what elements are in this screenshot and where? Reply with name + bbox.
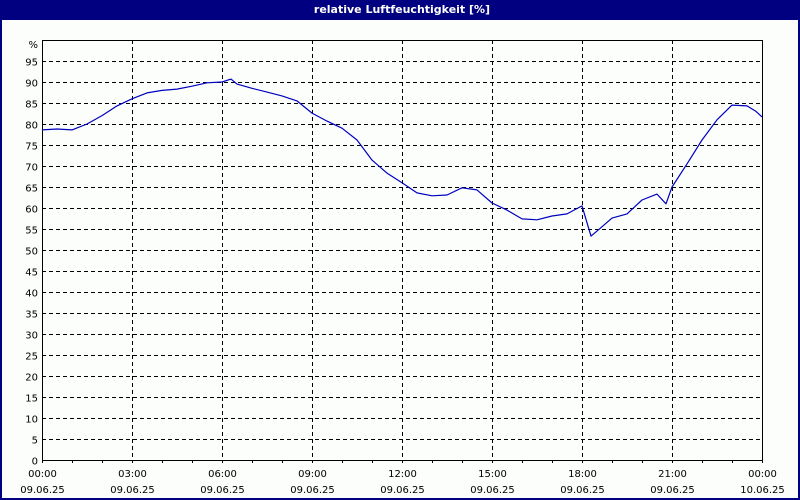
y-tick-label: 10 — [25, 415, 38, 426]
y-tick-label: 80 — [25, 121, 38, 132]
x-tick-date: 09.06.25 — [650, 485, 695, 496]
x-tick-date: 09.06.25 — [470, 485, 515, 496]
y-tick-label: 90 — [25, 79, 38, 90]
y-tick-label: 30 — [25, 331, 38, 342]
x-tick-time: 00:00 — [748, 469, 777, 480]
x-tick-date: 09.06.25 — [380, 485, 425, 496]
y-tick-label: 40 — [25, 289, 38, 300]
y-tick-label: 50 — [25, 247, 38, 258]
y-tick-label: 95 — [25, 58, 38, 69]
x-tick-date: 09.06.25 — [110, 485, 155, 496]
x-tick-time: 18:00 — [568, 469, 597, 480]
x-tick-date: 09.06.25 — [560, 485, 605, 496]
x-tick-time: 09:00 — [298, 469, 327, 480]
y-tick-label: 0 — [32, 457, 38, 468]
y-tick-label: 35 — [25, 310, 38, 321]
y-tick-label: 45 — [25, 268, 38, 279]
y-tick-label: 70 — [25, 163, 38, 174]
x-tick-date: 10.06.25 — [740, 485, 785, 496]
x-tick-time: 12:00 — [388, 469, 417, 480]
y-unit-label: % — [28, 40, 38, 51]
y-tick-label: 65 — [25, 184, 38, 195]
x-tick-time: 03:00 — [118, 469, 147, 480]
x-tick-time: 00:00 — [28, 469, 57, 480]
x-tick-date: 09.06.25 — [200, 485, 245, 496]
y-tick-label: 25 — [25, 352, 38, 363]
y-tick-label: 60 — [25, 205, 38, 216]
y-tick-label: 15 — [25, 394, 38, 405]
x-tick-date: 09.06.25 — [20, 485, 65, 496]
humidity-series-line — [41, 78, 763, 237]
y-tick-label: 85 — [25, 100, 38, 111]
x-tick-time: 06:00 — [208, 469, 237, 480]
x-tick-date: 09.06.25 — [290, 485, 335, 496]
x-tick-time: 21:00 — [658, 469, 687, 480]
y-tick-label: 20 — [25, 373, 38, 384]
y-tick-label: 75 — [25, 142, 38, 153]
y-tick-label: 55 — [25, 226, 38, 237]
x-tick-time: 15:00 — [478, 469, 507, 480]
y-tick-label: 5 — [32, 436, 38, 447]
chart-title: relative Luftfeuchtigkeit [%] — [2, 0, 800, 20]
